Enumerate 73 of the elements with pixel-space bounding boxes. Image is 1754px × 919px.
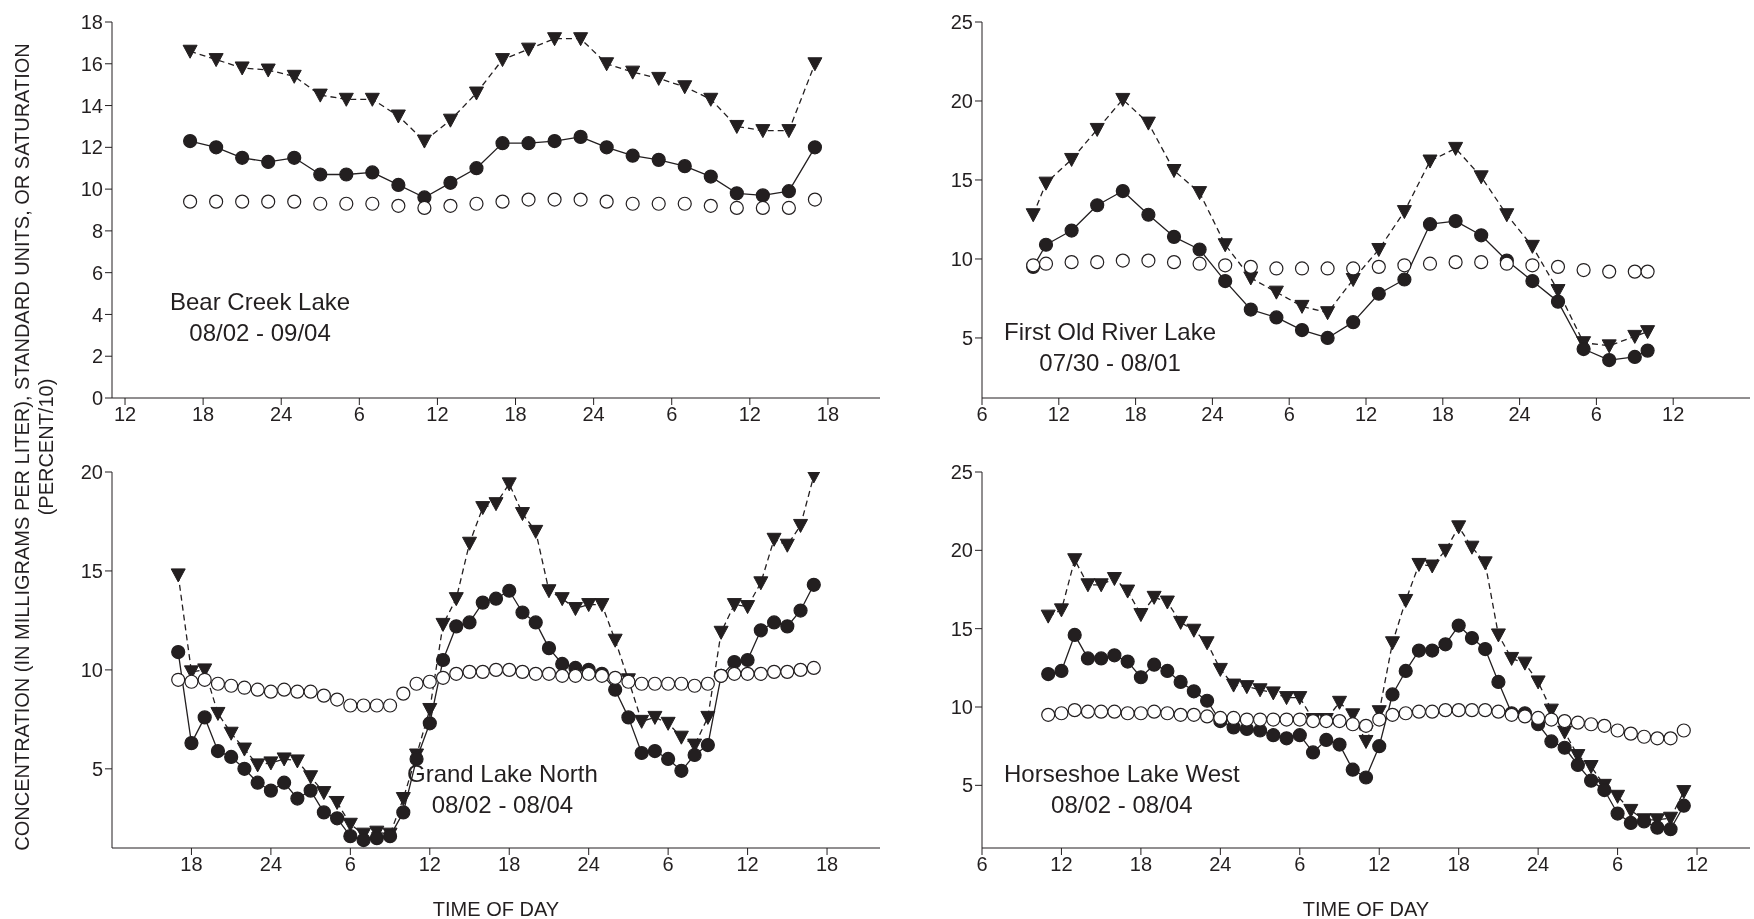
x-tick-label: 12	[418, 853, 441, 876]
x-tick-label: 12	[426, 403, 449, 426]
x-axis-title: TIME OF DAY	[1302, 898, 1430, 919]
y-tick-label: 10	[80, 178, 103, 201]
x-tick-label: 6	[353, 403, 365, 426]
y-tick-label: 5	[961, 774, 973, 797]
y-tick-label: 20	[950, 539, 973, 562]
x-tick-label: 18	[816, 403, 840, 426]
x-tick-label: 12	[113, 403, 137, 426]
x-tick-label: 6	[1294, 853, 1306, 876]
x-tick-label: 18	[1431, 403, 1454, 426]
annotation: Bear Creek Lake	[170, 287, 351, 317]
x-tick-label: 6	[666, 403, 678, 426]
x-tick-label: 18	[191, 403, 215, 426]
y-axis-title: CONCENTRATION (IN MILLIGRAMS PER LITER), STANDARD UNITS, OR SATURATION (PERCENT/10)	[10, 42, 58, 853]
y-tick-label: 20	[80, 461, 103, 484]
x-tick-label: 24	[1209, 853, 1232, 876]
y-tick-label: 14	[80, 94, 103, 117]
y-tick-label: 10	[80, 658, 103, 681]
annotation: 07/30 - 08/01	[1038, 348, 1182, 378]
y-tick-label: 16	[80, 52, 103, 75]
x-tick-label: 12	[1050, 853, 1073, 876]
y-tick-label: 15	[950, 169, 973, 192]
x-tick-label: 6	[662, 853, 674, 876]
x-tick-label: 18	[498, 853, 521, 876]
y-tick-label: 18	[80, 11, 103, 34]
x-tick-label: 6	[1283, 403, 1295, 426]
x-tick-label: 12	[1354, 403, 1378, 426]
x-tick-label: 24	[582, 403, 605, 426]
y-tick-label: 4	[91, 303, 103, 326]
x-tick-label: 6	[976, 853, 988, 876]
x-tick-label: 6	[344, 853, 356, 876]
annotation: First Old River Lake	[1004, 317, 1217, 347]
y-tick-label: 0	[91, 387, 103, 410]
y-tick-label: 10	[950, 248, 973, 271]
x-tick-label: 12	[1368, 853, 1391, 876]
annotation: 08/02 - 09/04	[188, 318, 332, 348]
annotation: 08/02 - 08/04	[1050, 790, 1194, 820]
y-tick-label: 6	[91, 261, 103, 284]
x-tick-label: 18	[815, 853, 839, 876]
annotation: Horseshoe Lake West	[1004, 759, 1240, 789]
x-tick-label: 6	[1612, 853, 1624, 876]
x-tick-label: 18	[1447, 853, 1470, 876]
annotation: 08/02 - 08/04	[430, 790, 575, 820]
x-tick-label: 24	[1508, 403, 1531, 426]
x-tick-label: 24	[259, 853, 283, 876]
y-tick-label: 15	[950, 617, 973, 640]
y-tick-label: 15	[80, 560, 103, 583]
x-tick-label: 12	[738, 403, 761, 426]
x-tick-label: 18	[1129, 853, 1153, 876]
x-tick-label: 18	[180, 853, 203, 876]
x-tick-label: 24	[1201, 403, 1224, 426]
y-tick-label: 10	[950, 696, 973, 719]
y-tick-label: 2	[91, 345, 103, 368]
x-tick-label: 24	[270, 403, 293, 426]
y-tick-label: 25	[950, 461, 973, 484]
x-axis-title: TIME OF DAY	[432, 898, 560, 919]
x-tick-label: 12	[1685, 853, 1709, 876]
x-tick-label: 24	[577, 853, 600, 876]
x-tick-label: 18	[504, 403, 527, 426]
x-tick-label: 12	[1662, 403, 1685, 426]
y-tick-label: 25	[950, 11, 973, 34]
x-tick-label: 6	[1590, 403, 1602, 426]
y-tick-label: 5	[961, 327, 973, 350]
x-tick-label: 18	[1124, 403, 1147, 426]
y-tick-label: 5	[91, 757, 103, 780]
y-tick-label: 12	[80, 136, 103, 159]
x-tick-label: 6	[976, 403, 988, 426]
x-tick-label: 12	[1047, 403, 1070, 426]
x-tick-label: 12	[736, 853, 759, 876]
x-tick-label: 24	[1527, 853, 1550, 876]
y-tick-label: 20	[950, 90, 973, 113]
y-tick-label: 8	[91, 219, 103, 242]
